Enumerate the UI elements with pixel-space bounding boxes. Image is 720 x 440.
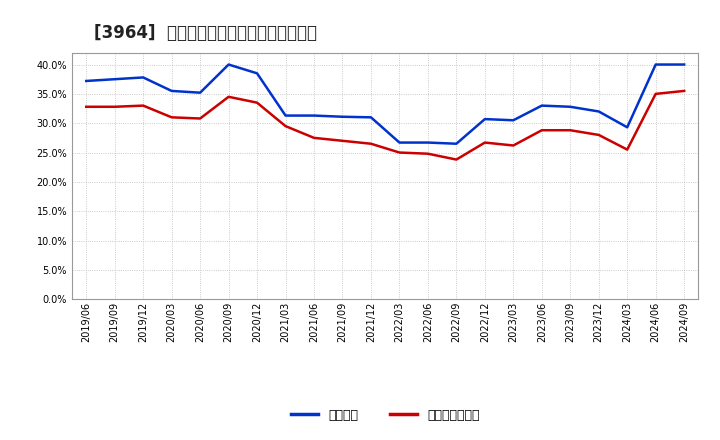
固定長期適合率 [680,88,688,94]
固定長期適合率 [167,115,176,120]
固定長期適合率 [623,147,631,152]
固定長期適合率 [423,151,432,156]
固定比率 [537,103,546,108]
固定比率 [338,114,347,119]
固定比率 [139,75,148,80]
固定長期適合率 [225,94,233,99]
固定長期適合率 [82,104,91,110]
固定比率 [652,62,660,67]
固定比率 [82,78,91,84]
固定比率 [423,140,432,145]
固定長期適合率 [282,124,290,129]
固定長期適合率 [537,128,546,133]
固定比率 [680,62,688,67]
固定比率 [282,113,290,118]
固定比率 [509,117,518,123]
Line: 固定長期適合率: 固定長期適合率 [86,91,684,160]
固定比率 [225,62,233,67]
固定比率 [480,117,489,122]
固定長期適合率 [595,132,603,138]
固定長期適合率 [110,104,119,110]
固定比率 [366,115,375,120]
固定比率 [110,77,119,82]
固定長期適合率 [480,140,489,145]
固定長期適合率 [310,135,318,140]
固定比率 [623,125,631,130]
固定長期適合率 [452,157,461,162]
固定長期適合率 [509,143,518,148]
固定比率 [310,113,318,118]
固定比率 [595,109,603,114]
固定長期適合率 [139,103,148,108]
固定長期適合率 [338,138,347,143]
固定長期適合率 [566,128,575,133]
固定長期適合率 [196,116,204,121]
固定長期適合率 [366,141,375,147]
固定長期適合率 [395,150,404,155]
Line: 固定比率: 固定比率 [86,65,684,144]
Text: [3964]  固定比率、固定長期適合率の推移: [3964] 固定比率、固定長期適合率の推移 [94,24,317,42]
固定比率 [253,71,261,76]
固定比率 [566,104,575,110]
固定比率 [452,141,461,147]
固定比率 [196,90,204,95]
固定長期適合率 [652,91,660,96]
固定比率 [395,140,404,145]
固定長期適合率 [253,100,261,105]
Legend: 固定比率, 固定長期適合率: 固定比率, 固定長期適合率 [291,409,480,422]
固定比率 [167,88,176,94]
